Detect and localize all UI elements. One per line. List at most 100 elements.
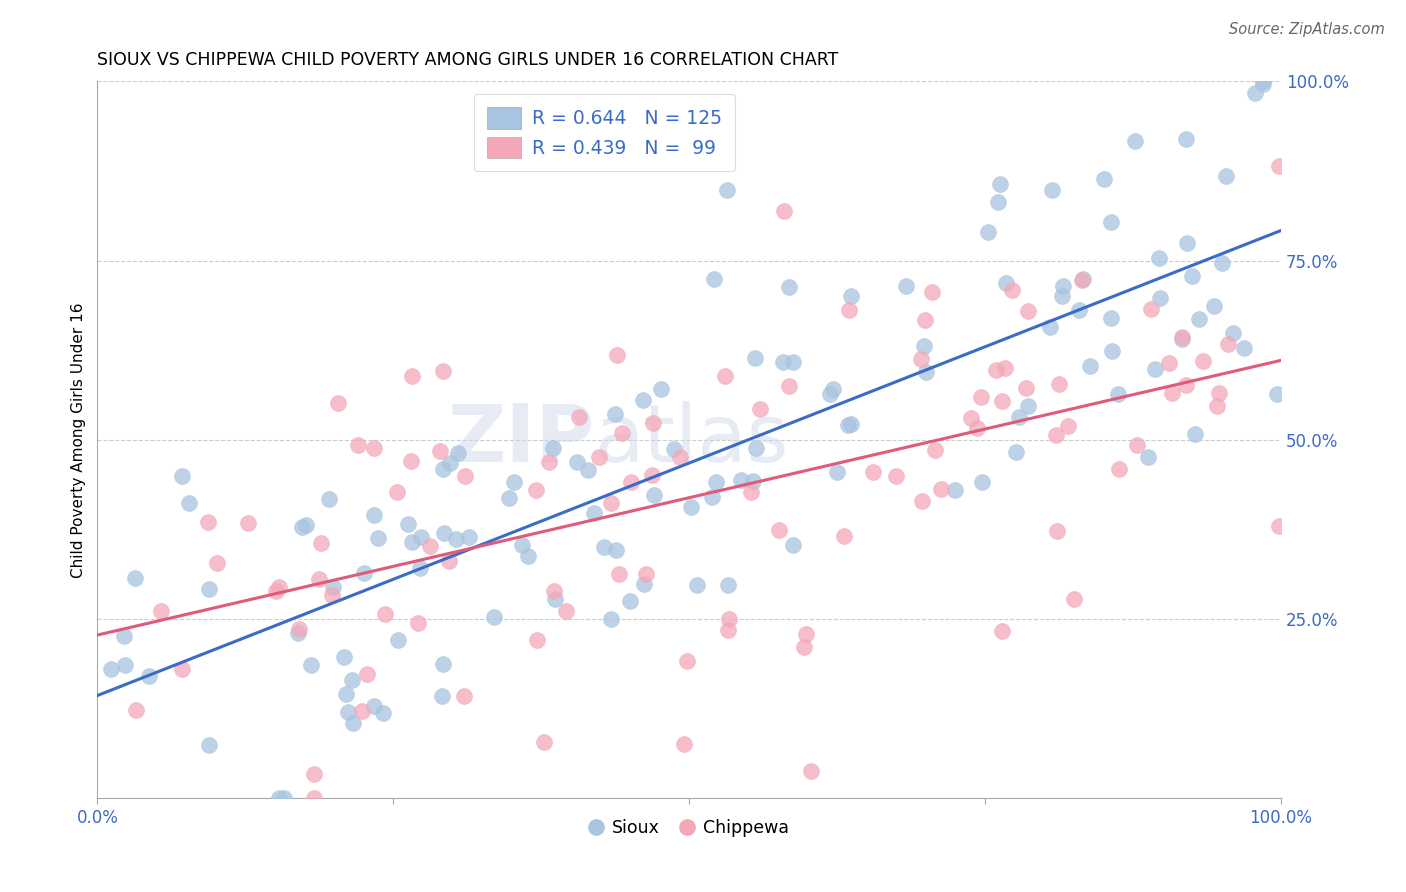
Point <box>1174 378 1197 392</box>
Point <box>198 582 221 597</box>
Point <box>1099 215 1122 229</box>
Point <box>335 687 357 701</box>
Point <box>1017 304 1039 318</box>
Point <box>832 529 855 543</box>
Point <box>447 446 470 460</box>
Point <box>516 549 538 563</box>
Point <box>498 491 520 505</box>
Point <box>1047 376 1070 391</box>
Point <box>318 491 340 506</box>
Point <box>352 704 374 718</box>
Point <box>675 654 697 668</box>
Point <box>914 365 936 379</box>
Point <box>1057 419 1080 434</box>
Point <box>396 516 419 531</box>
Point <box>179 496 201 510</box>
Point <box>703 272 725 286</box>
Point <box>371 706 394 720</box>
Point <box>1045 428 1067 442</box>
Point <box>1101 343 1123 358</box>
Point <box>1268 159 1291 173</box>
Point <box>457 530 479 544</box>
Point <box>1004 445 1026 459</box>
Point <box>966 421 988 435</box>
Point <box>299 657 322 672</box>
Point <box>749 401 772 416</box>
Point <box>717 612 740 626</box>
Point <box>326 396 349 410</box>
Point <box>1233 341 1256 355</box>
Point <box>1160 386 1182 401</box>
Point <box>994 276 1017 290</box>
Point <box>700 491 723 505</box>
Point <box>437 554 460 568</box>
Point <box>125 703 148 717</box>
Point <box>970 391 993 405</box>
Point <box>1147 251 1170 265</box>
Point <box>1140 302 1163 317</box>
Point <box>333 650 356 665</box>
Point <box>716 183 738 197</box>
Point <box>1265 387 1288 401</box>
Point <box>1071 273 1094 287</box>
Point <box>1046 524 1069 539</box>
Point <box>717 578 740 592</box>
Point <box>782 355 804 369</box>
Point <box>1015 381 1038 395</box>
Point <box>363 699 385 714</box>
Point <box>772 355 794 369</box>
Point <box>686 578 709 592</box>
Point <box>541 441 564 455</box>
Point <box>592 541 614 555</box>
Point <box>912 339 935 353</box>
Point <box>453 689 475 703</box>
Point <box>987 194 1010 209</box>
Point <box>1126 438 1149 452</box>
Point <box>544 592 567 607</box>
Y-axis label: Child Poverty Among Girls Under 16: Child Poverty Among Girls Under 16 <box>72 302 86 578</box>
Point <box>605 543 627 558</box>
Point <box>669 450 692 465</box>
Point <box>342 716 364 731</box>
Point <box>1017 399 1039 413</box>
Point <box>401 535 423 549</box>
Point <box>1206 400 1229 414</box>
Point <box>1175 235 1198 250</box>
Point <box>603 407 626 421</box>
Point <box>432 462 454 476</box>
Point <box>482 609 505 624</box>
Point <box>565 455 588 469</box>
Point <box>429 444 451 458</box>
Point <box>972 475 994 489</box>
Text: ZIP: ZIP <box>447 401 595 479</box>
Point <box>264 584 287 599</box>
Point <box>924 443 946 458</box>
Point <box>990 393 1012 408</box>
Point <box>894 279 917 293</box>
Point <box>432 657 454 672</box>
Point <box>308 572 330 586</box>
Point <box>356 667 378 681</box>
Point <box>782 538 804 552</box>
Point <box>1222 326 1244 341</box>
Point <box>921 285 943 299</box>
Point <box>1007 409 1029 424</box>
Point <box>342 673 364 687</box>
Point <box>100 663 122 677</box>
Point <box>503 475 526 490</box>
Point <box>267 791 290 805</box>
Point <box>1063 591 1085 606</box>
Point <box>205 556 228 570</box>
Point <box>986 363 1008 377</box>
Point <box>1092 172 1115 186</box>
Point <box>704 475 727 489</box>
Point <box>374 607 396 621</box>
Point <box>588 450 610 464</box>
Point <box>1202 299 1225 313</box>
Point <box>600 612 623 626</box>
Point <box>641 467 664 482</box>
Point <box>631 393 654 408</box>
Point <box>1253 78 1275 92</box>
Point <box>409 531 432 545</box>
Point <box>1071 272 1094 286</box>
